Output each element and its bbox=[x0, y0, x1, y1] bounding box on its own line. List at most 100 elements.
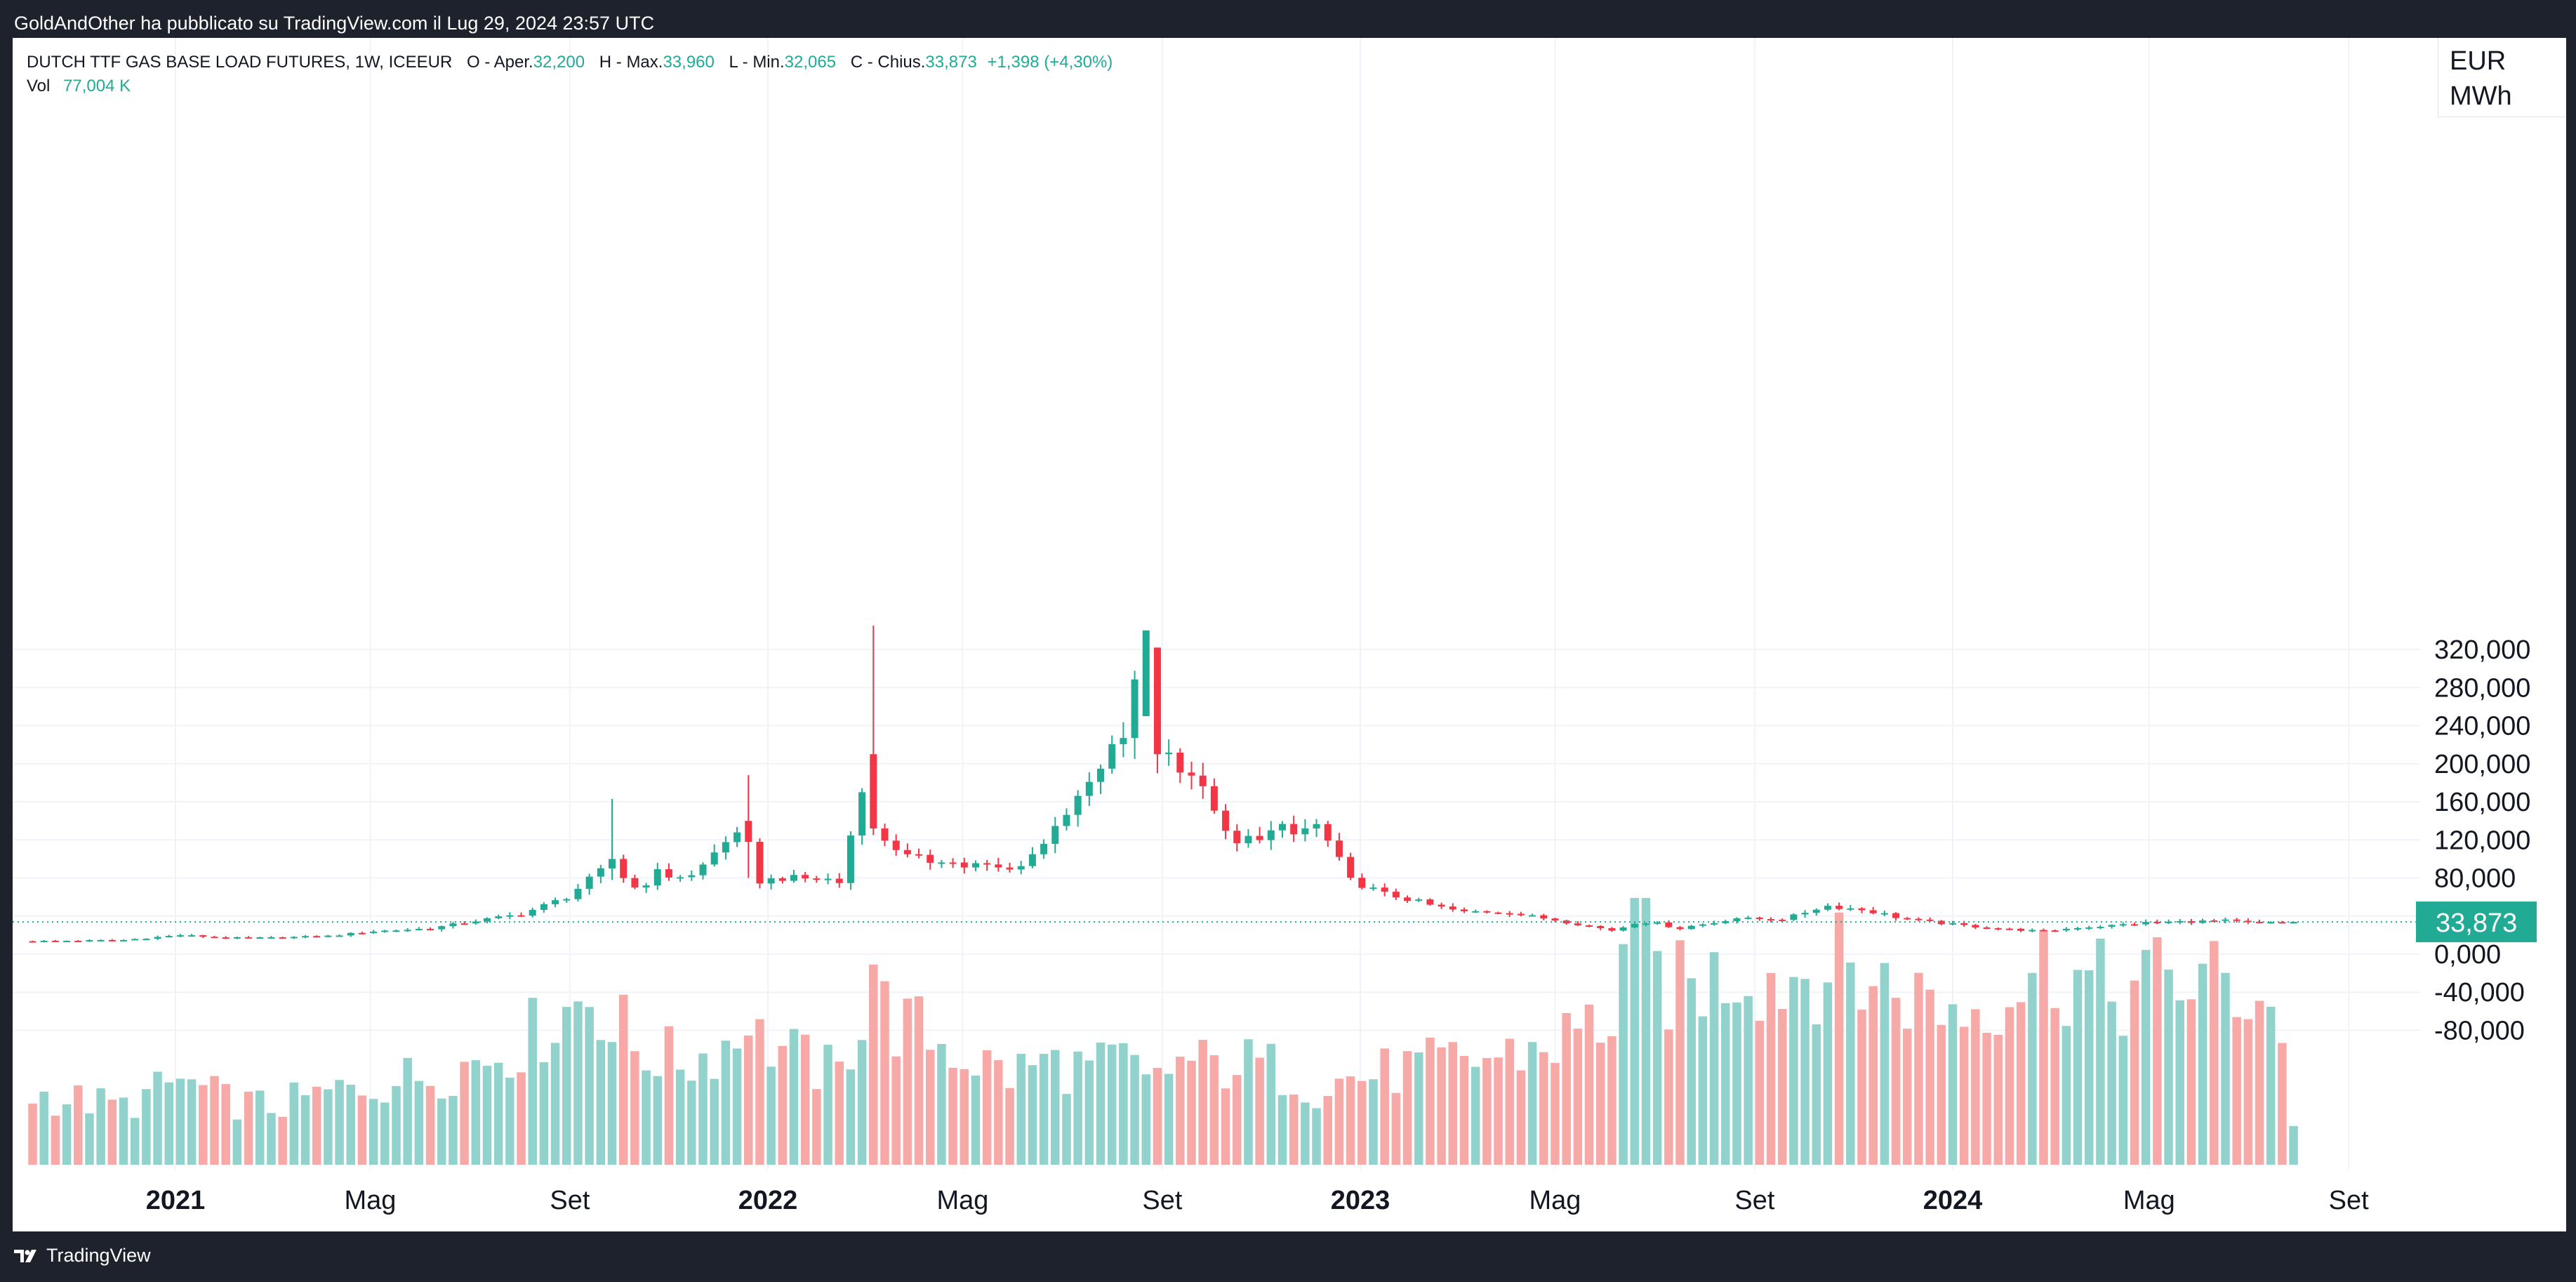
candle-body bbox=[2130, 924, 2138, 926]
y-axis-tick-label: 200,000 bbox=[2434, 750, 2530, 779]
candle-body bbox=[767, 878, 775, 884]
candle-body bbox=[1290, 824, 1298, 835]
candle-body bbox=[540, 904, 547, 910]
candle-body bbox=[778, 878, 786, 881]
candle-body bbox=[2108, 925, 2116, 927]
candle-body bbox=[881, 828, 889, 841]
volume-bar bbox=[891, 1056, 901, 1165]
candle-body bbox=[336, 935, 343, 937]
volume-bar bbox=[1834, 912, 1844, 1165]
volume-bar bbox=[175, 1078, 185, 1165]
volume-bar bbox=[732, 1048, 742, 1165]
volume-bar bbox=[1812, 1024, 1821, 1165]
volume-bar bbox=[1823, 982, 1833, 1165]
branding[interactable]: TradingView bbox=[14, 1245, 151, 1267]
x-axis-tick-label: Mag bbox=[2123, 1186, 2175, 1215]
legend-symbol[interactable]: DUTCH TTF GAS BASE LOAD FUTURES, 1W, ICE… bbox=[27, 53, 453, 72]
volume-bar bbox=[2289, 1125, 2298, 1165]
candle-body bbox=[2074, 927, 2082, 930]
volume-bar bbox=[2141, 949, 2151, 1165]
candle-body bbox=[279, 937, 286, 939]
candle-body bbox=[358, 932, 366, 934]
volume-bar bbox=[517, 1072, 526, 1165]
volume-bar bbox=[1448, 1042, 1458, 1165]
volume-bar bbox=[1357, 1081, 1367, 1165]
candle-body bbox=[370, 931, 378, 934]
candle-body bbox=[1755, 917, 1763, 920]
volume-bar bbox=[2164, 969, 2173, 1165]
volume-bar bbox=[244, 1091, 253, 1165]
candle-body bbox=[1676, 927, 1684, 930]
volume-bar bbox=[1470, 1066, 1480, 1165]
volume-bar bbox=[812, 1089, 821, 1165]
candle-body bbox=[665, 869, 672, 878]
candle-body bbox=[154, 937, 161, 939]
candle-body bbox=[1904, 918, 1911, 920]
volume-bar bbox=[1414, 1052, 1423, 1165]
volume-bar bbox=[2266, 1007, 2276, 1165]
candle-body bbox=[1028, 854, 1036, 866]
volume-bar bbox=[1641, 898, 1651, 1165]
candle-body bbox=[131, 939, 139, 941]
y-axis-tick-label: -80,000 bbox=[2434, 1016, 2525, 1045]
candle-body bbox=[1631, 924, 1638, 927]
volume-bar bbox=[982, 1050, 992, 1165]
x-axis-tick-label: Mag bbox=[345, 1186, 397, 1215]
candle-body bbox=[1744, 917, 1752, 919]
volume-bar bbox=[721, 1040, 731, 1165]
volume-bar bbox=[2278, 1043, 2287, 1165]
candle-body bbox=[381, 930, 389, 932]
volume-bar bbox=[835, 1062, 844, 1165]
volume-bar bbox=[744, 1036, 753, 1165]
candle-body bbox=[324, 935, 332, 937]
candle-body bbox=[585, 876, 593, 889]
volume-bar bbox=[425, 1085, 435, 1165]
x-axis-tick-label: Set bbox=[2329, 1186, 2369, 1215]
price-chart[interactable]: 320,000 280,000 240,000 200,000 160,000 120,0… bbox=[13, 38, 2566, 1231]
volume-bar bbox=[1595, 1043, 1605, 1165]
candle-body bbox=[1517, 913, 1525, 916]
candle-body bbox=[449, 923, 457, 927]
candle-body bbox=[506, 915, 514, 917]
volume-bar bbox=[119, 1097, 128, 1165]
volume-bar bbox=[766, 1066, 776, 1165]
volume-bar bbox=[1777, 1009, 1787, 1165]
volume-bar bbox=[1709, 952, 1719, 1165]
candle-body bbox=[74, 941, 82, 943]
volume-bar bbox=[130, 1118, 140, 1165]
candle-body bbox=[927, 854, 934, 863]
candle-body bbox=[1324, 824, 1332, 841]
publisher-bar: GoldAndOther ha pubblicato su TradingVie… bbox=[0, 0, 2576, 38]
volume-bar bbox=[2084, 970, 2094, 1165]
volume-bar bbox=[449, 1095, 458, 1165]
publisher-text: GoldAndOther ha pubblicato su TradingVie… bbox=[14, 13, 655, 34]
volume-bar bbox=[164, 1082, 174, 1165]
legend-high-label: H - Max. bbox=[599, 53, 663, 72]
candle-body bbox=[1972, 925, 1979, 927]
candle-body bbox=[2256, 921, 2264, 923]
candle-body bbox=[1494, 912, 1502, 914]
volume-bar bbox=[1880, 963, 1890, 1165]
candle-body bbox=[1222, 810, 1230, 831]
volume-bar bbox=[39, 1091, 48, 1165]
candle-body bbox=[1233, 831, 1241, 843]
candle-body bbox=[1858, 908, 1866, 911]
volume-bar bbox=[2153, 937, 2162, 1165]
volume-bar bbox=[210, 1076, 219, 1165]
candle-body bbox=[1608, 928, 1616, 931]
candle-body bbox=[995, 864, 1002, 868]
x-axis-tick-label: Set bbox=[550, 1186, 590, 1215]
chart-area[interactable]: 320,000 280,000 240,000 200,000 160,000 120,0… bbox=[13, 38, 2566, 1231]
volume-bar bbox=[1221, 1088, 1230, 1165]
volume-bar bbox=[1652, 951, 1662, 1165]
volume-bar bbox=[1573, 1029, 1583, 1165]
legend-low-value: 32,065 bbox=[784, 53, 837, 72]
unit-selector[interactable]: EUR MWh bbox=[2438, 38, 2566, 117]
volume-bar bbox=[653, 1076, 663, 1165]
volume-bar bbox=[1312, 1108, 1321, 1165]
branding-text: TradingView bbox=[46, 1245, 151, 1266]
volume-bar bbox=[1846, 962, 1855, 1165]
volume-bar bbox=[698, 1053, 708, 1165]
legend: DUTCH TTF GAS BASE LOAD FUTURES, 1W, ICE… bbox=[27, 51, 1113, 98]
unit-currency: EUR bbox=[2450, 46, 2507, 76]
